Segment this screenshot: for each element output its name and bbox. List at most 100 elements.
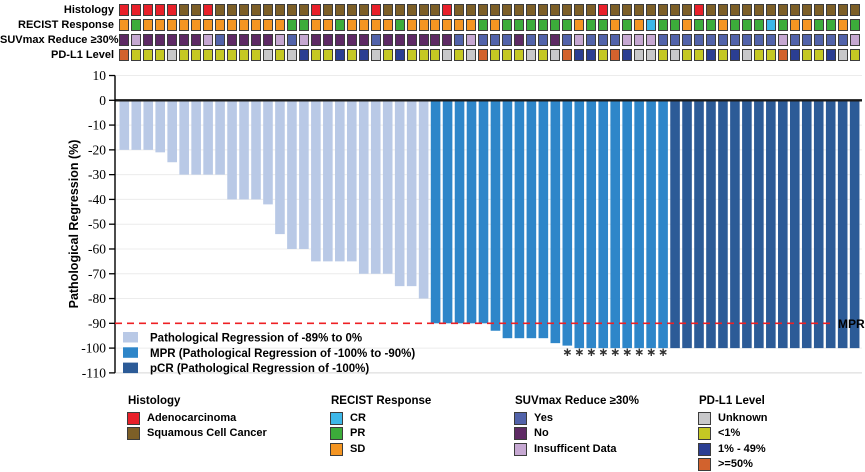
track-cell-recist xyxy=(179,19,190,31)
track-cell-histology xyxy=(813,4,824,16)
bar xyxy=(442,100,453,324)
track-cell-histology xyxy=(334,4,345,16)
track-cell-suvmax xyxy=(322,34,333,46)
track-cell-recist xyxy=(310,19,321,31)
track-cell-recist xyxy=(669,19,680,31)
track-cell-histology xyxy=(155,4,166,16)
bar xyxy=(358,100,369,274)
track-cell-recist xyxy=(466,19,477,31)
legend-label: SD xyxy=(350,442,366,455)
bar xyxy=(287,100,297,249)
asterisks: ∗ ∗ ∗ ∗ ∗ ∗ ∗ ∗ ∗ xyxy=(562,345,668,359)
track-cell-suvmax xyxy=(813,34,824,46)
legend-swatch xyxy=(330,442,343,456)
bar xyxy=(275,100,285,235)
track-cell-recist xyxy=(346,19,357,31)
y-tick-label: -80 xyxy=(88,291,106,306)
track-cell-recist xyxy=(765,19,776,31)
track-cell-pdl1 xyxy=(646,49,656,61)
bar xyxy=(849,100,860,349)
track-cell-pdl1 xyxy=(226,49,237,61)
track-cell-histology xyxy=(298,4,309,16)
track-cell-suvmax xyxy=(526,34,537,46)
track-cell-pdl1 xyxy=(274,49,285,61)
track-cell-pdl1 xyxy=(370,49,381,61)
bar xyxy=(323,100,333,262)
track-cell-suvmax xyxy=(753,34,764,46)
track-cell-suvmax xyxy=(598,34,609,46)
track-cell-histology xyxy=(310,4,321,16)
track-cell-recist xyxy=(430,19,441,31)
track-cell-suvmax xyxy=(370,34,381,46)
asterisk-mark: ∗ xyxy=(562,345,572,359)
bar xyxy=(466,100,477,324)
track-cell-pdl1 xyxy=(490,49,501,61)
chart-legend-label: pCR (Pathological Regression of -100%) xyxy=(150,363,369,375)
track-cell-recist xyxy=(226,19,237,31)
track-cell-histology xyxy=(837,4,848,16)
track-cell-recist xyxy=(250,19,261,31)
track-cell-suvmax xyxy=(310,34,321,46)
y-tick-label: 10 xyxy=(93,68,107,83)
track-cell-suvmax xyxy=(418,34,429,46)
track-cell-pdl1 xyxy=(191,49,202,61)
track-cell-suvmax xyxy=(681,34,692,46)
track-cell-recist xyxy=(502,19,513,31)
track-cell-suvmax xyxy=(693,34,704,46)
track-cell-recist xyxy=(813,19,824,31)
track-cell-recist xyxy=(214,19,225,31)
track-cell-recist xyxy=(478,19,489,31)
track-cell-recist xyxy=(370,19,381,31)
track-cell-recist xyxy=(622,19,633,31)
chart-legend-label: MPR (Pathological Regression of -100% to… xyxy=(150,348,415,360)
track-cell-recist xyxy=(598,19,609,31)
track-cell-histology xyxy=(538,4,549,16)
track-cell-pdl1 xyxy=(179,49,190,61)
track-cell-pdl1 xyxy=(119,49,130,61)
bar xyxy=(418,100,429,299)
track-cell-histology xyxy=(322,4,333,16)
bar xyxy=(490,100,501,331)
asterisk-mark: ∗ xyxy=(646,345,656,359)
track-cell-histology xyxy=(454,4,465,16)
track-cell-suvmax xyxy=(825,34,836,46)
legend-label: 1% - 49% xyxy=(718,442,766,455)
track-cell-recist xyxy=(382,19,393,31)
track-cell-pdl1 xyxy=(406,49,417,61)
track-cell-pdl1 xyxy=(801,49,812,61)
track-cell-recist xyxy=(119,19,130,31)
track-cell-histology xyxy=(466,4,477,16)
track-cell-recist xyxy=(657,19,668,31)
track-cell-histology xyxy=(789,4,800,16)
track-cell-recist xyxy=(586,19,597,31)
track-cell-pdl1 xyxy=(418,49,429,61)
track-cell-pdl1 xyxy=(334,49,345,61)
track-cell-pdl1 xyxy=(610,49,621,61)
track-cell-recist xyxy=(191,19,202,31)
track-cell-pdl1 xyxy=(538,49,549,61)
track-cell-recist xyxy=(610,19,621,31)
track-cell-histology xyxy=(622,4,633,16)
track-cell-pdl1 xyxy=(586,49,597,61)
track-cell-suvmax xyxy=(358,34,369,46)
bar xyxy=(394,100,405,287)
track-cell-histology xyxy=(777,4,788,16)
track-cell-suvmax xyxy=(777,34,788,46)
track-cell-histology xyxy=(598,4,609,16)
track-cell-pdl1 xyxy=(478,49,489,61)
track-cell-recist xyxy=(741,19,752,31)
track-cell-recist xyxy=(238,19,249,31)
track-cell-histology xyxy=(586,4,597,16)
track-cell-recist xyxy=(514,19,525,31)
track-cell-recist xyxy=(849,19,860,31)
track-cell-suvmax xyxy=(538,34,549,46)
bar xyxy=(754,100,764,349)
y-tick-label: -10 xyxy=(88,118,106,133)
track-cell-recist xyxy=(789,19,800,31)
track-cell-histology xyxy=(693,4,704,16)
track-cell-pdl1 xyxy=(634,49,645,61)
track-cell-histology xyxy=(370,4,381,16)
track-cell-suvmax xyxy=(801,34,812,46)
chart-legend-swatch xyxy=(123,332,138,343)
asterisk-mark: ∗ xyxy=(598,345,608,359)
